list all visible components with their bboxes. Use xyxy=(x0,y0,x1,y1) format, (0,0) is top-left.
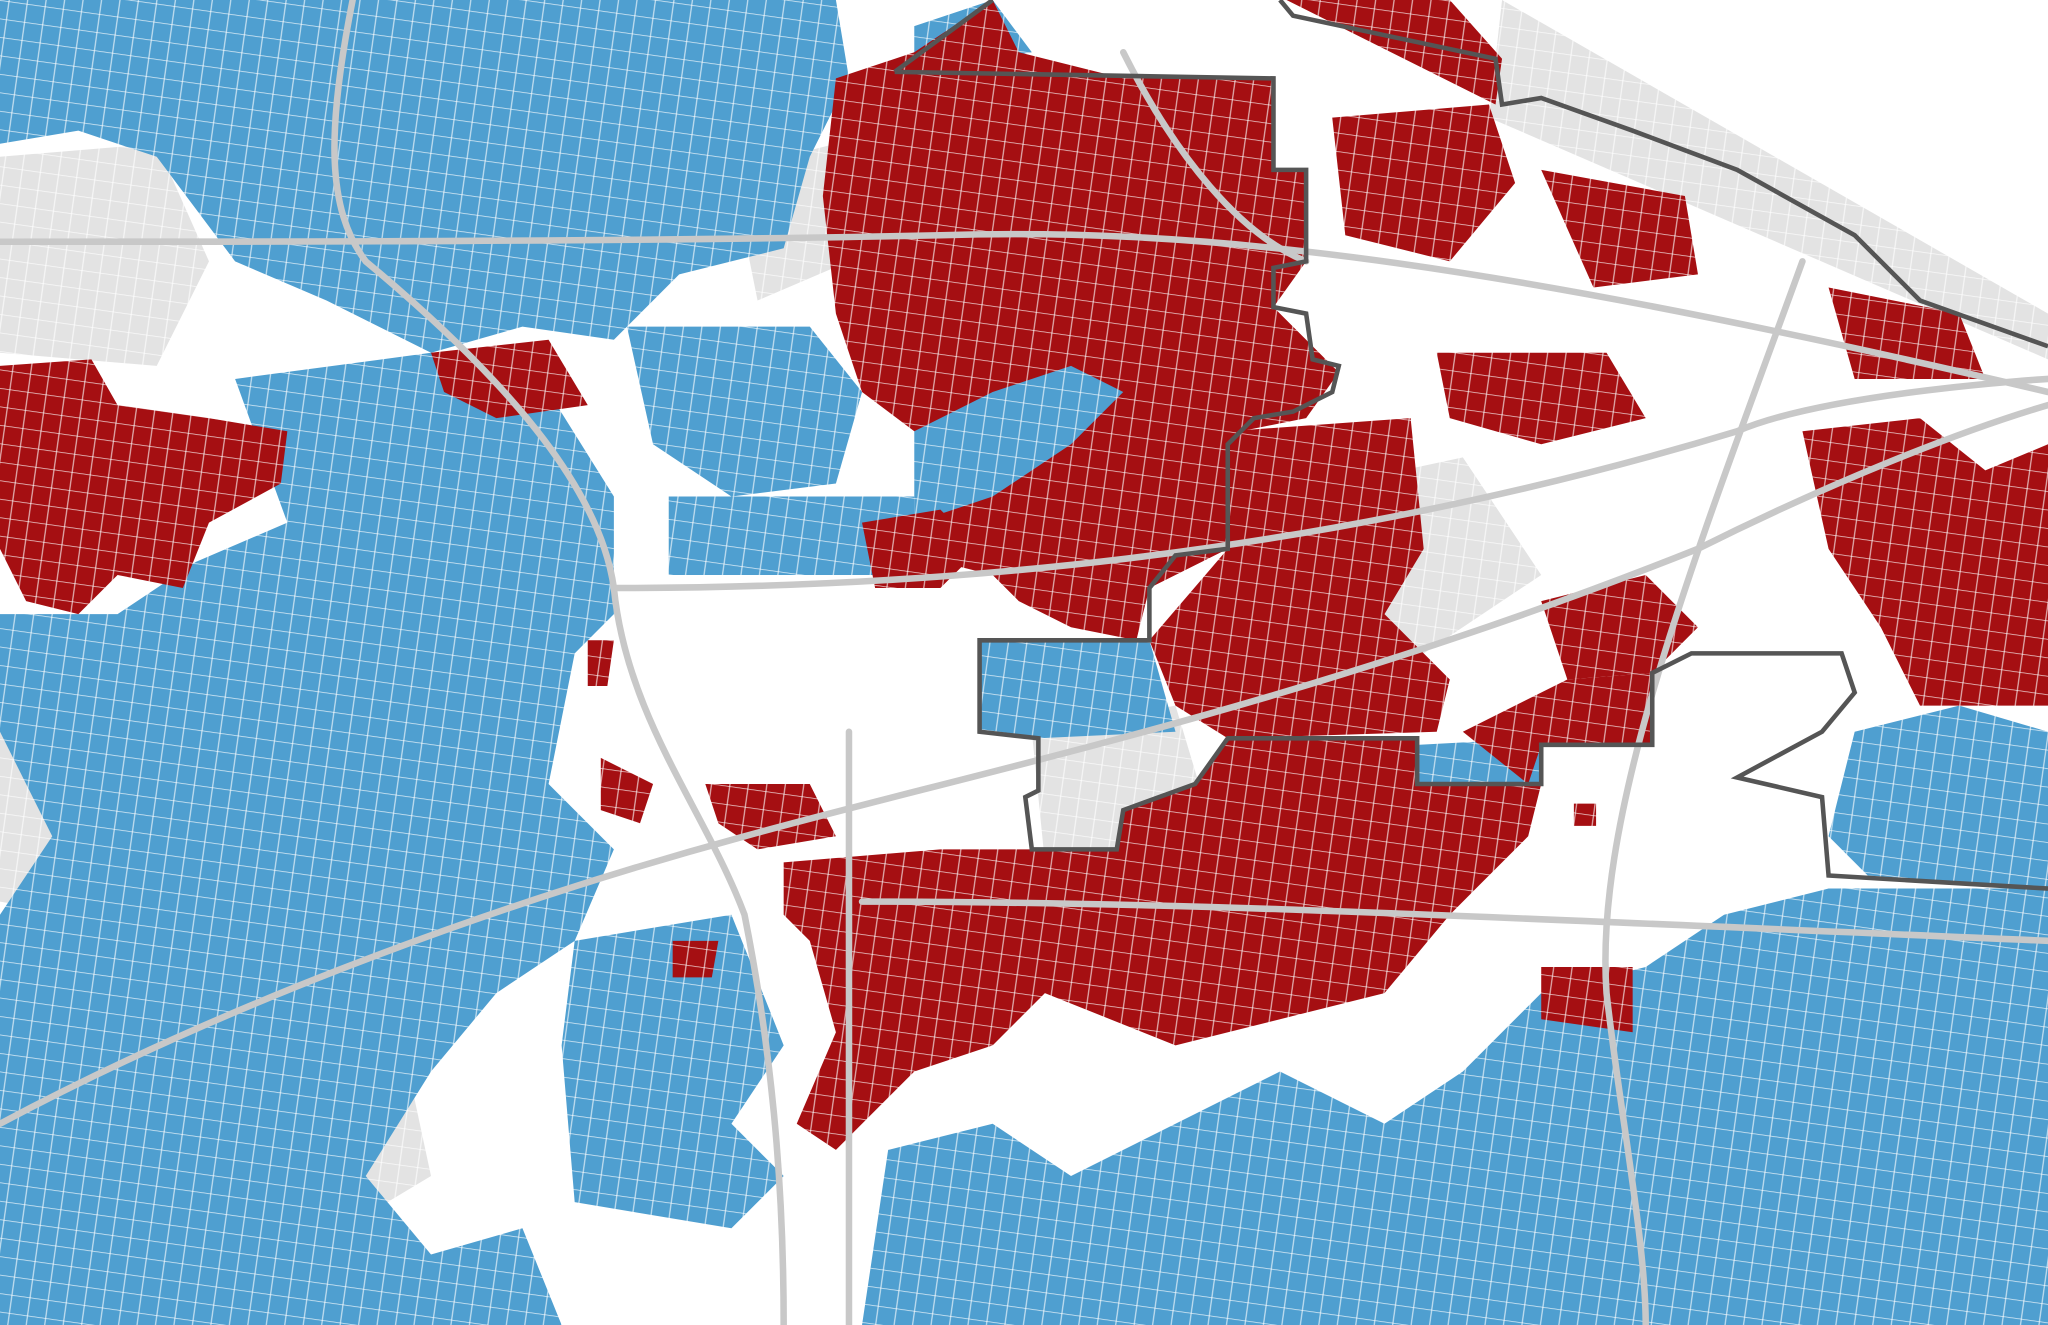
boundaries xyxy=(893,0,2048,891)
road xyxy=(858,898,2048,945)
boundary-line xyxy=(1278,0,2048,349)
boundary-line xyxy=(894,69,2048,891)
road xyxy=(610,375,2048,592)
road xyxy=(0,401,2048,1128)
road xyxy=(1120,49,1310,265)
boundary-line xyxy=(893,0,995,74)
road xyxy=(1602,258,1806,1325)
road xyxy=(331,0,787,1325)
road xyxy=(0,230,2048,396)
